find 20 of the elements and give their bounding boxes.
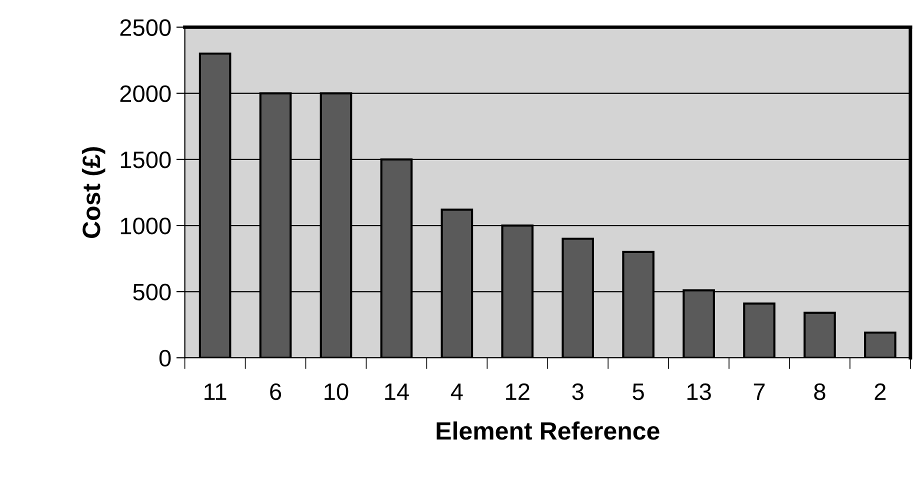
y-tick-label: 2000: [120, 85, 171, 102]
y-tick-label: 0: [159, 350, 171, 367]
y-tick-label: 1500: [120, 151, 171, 168]
x-tick-label: 3: [572, 383, 584, 400]
y-tick-label: 500: [133, 284, 171, 300]
y-axis-title: Cost (£): [82, 147, 106, 238]
x-tick-label: 14: [385, 384, 409, 400]
x-tick-label: 10: [324, 383, 348, 400]
x-axis-title: Element Reference: [436, 421, 660, 440]
x-tick-label: 7: [754, 384, 765, 400]
x-tick-label: 13: [687, 383, 711, 400]
x-tick-label: 4: [450, 384, 463, 400]
x-tick-label: 8: [814, 383, 826, 400]
x-tick-label: 2: [874, 383, 886, 400]
y-tick-label: 1000: [120, 218, 171, 234]
x-tick-label: 5: [632, 384, 644, 400]
x-tick-label: 11: [204, 384, 226, 400]
x-tick-label: 6: [270, 383, 282, 400]
x-tick-label: 12: [506, 383, 530, 400]
y-tick-label: 2500: [120, 19, 171, 36]
